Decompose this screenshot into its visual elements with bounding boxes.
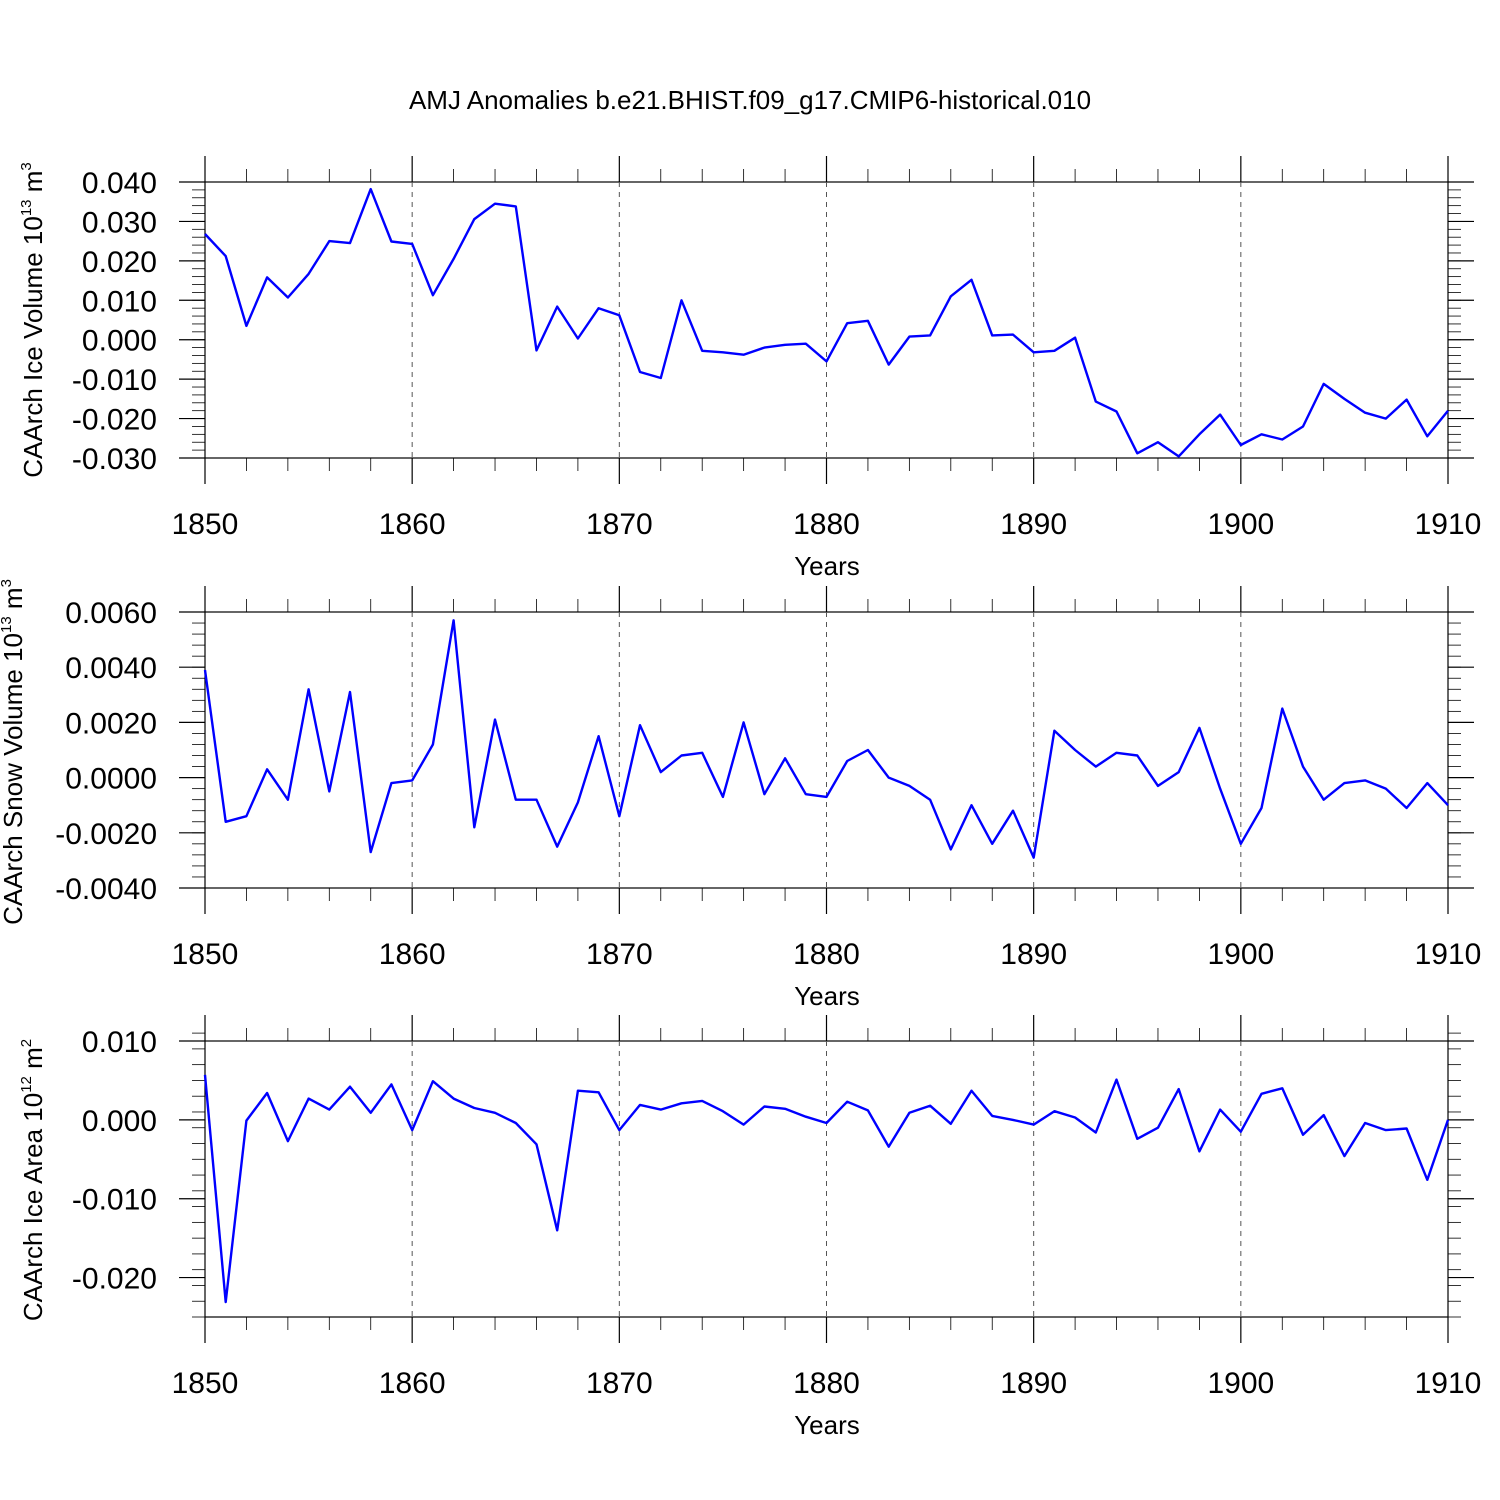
x-tick-label: 1890 [1000, 938, 1067, 971]
y-tick-label: -0.0040 [55, 873, 157, 906]
x-axis-label: Years [794, 981, 860, 1011]
snow-volume-panel: 0.0060 0.0040 0.0020 0.0000 -0.0020 -0.0040 1… [0, 579, 1481, 1011]
ice-volume-panel: 0.040 0.030 0.020 0.010 0.000 -0.010 -0.020 -0.… [18, 156, 1481, 581]
x-tick-label: 1860 [379, 938, 446, 971]
chart-title: AMJ Anomalies b.e21.BHIST.f09_g17.CMIP6-… [409, 85, 1091, 115]
axis-ticks [179, 156, 1474, 484]
x-tick-label: 1910 [1415, 1367, 1482, 1400]
y-tick-label: 0.000 [82, 325, 157, 358]
y-axis-label: CAArch Ice Area 1012 m2 [18, 1039, 48, 1321]
y-axis-label-unit: m [18, 171, 48, 200]
x-tick-label: 1890 [1000, 1367, 1067, 1400]
y-tick-label: 0.0060 [65, 597, 157, 630]
x-tick-label: 1900 [1207, 938, 1274, 971]
y-tick-label: 0.0000 [65, 763, 157, 796]
y-axis-label-text: CAArch Ice Volume 10 [18, 216, 48, 478]
y-tick-label: -0.010 [72, 364, 157, 397]
x-tick-labels: 1850 1860 1870 1880 1890 1900 1910 [172, 938, 1482, 971]
x-tick-labels: 1850 1860 1870 1880 1890 1900 1910 [172, 1367, 1482, 1400]
x-tick-labels: 1850 1860 1870 1880 1890 1900 1910 [172, 508, 1482, 541]
x-tick-label: 1860 [379, 1367, 446, 1400]
y-tick-labels: 0.010 0.000 -0.010 -0.020 [72, 1026, 157, 1296]
y-axis-label-unit-exponent: 2 [18, 1039, 35, 1047]
y-tick-label: 0.040 [82, 167, 157, 200]
y-axis-label: CAArch Snow Volume 1013 m3 [0, 579, 28, 925]
x-tick-label: 1850 [172, 1367, 239, 1400]
y-axis-label-unit: m [18, 1047, 48, 1076]
x-tick-label: 1900 [1207, 1367, 1274, 1400]
y-axis-label-unit-exponent: 3 [18, 162, 35, 170]
ice-volume-series-line [204, 187, 1449, 458]
x-tick-label: 1880 [793, 938, 860, 971]
x-tick-label: 1860 [379, 508, 446, 541]
x-tick-label: 1870 [586, 508, 653, 541]
y-tick-label: 0.010 [82, 1026, 157, 1059]
y-tick-labels: 0.040 0.030 0.020 0.010 0.000 -0.010 -0.020 -0.… [72, 167, 157, 476]
axis-ticks [179, 1015, 1474, 1343]
y-axis-label-text: CAArch Ice Area 10 [18, 1093, 48, 1321]
x-tick-label: 1900 [1207, 508, 1274, 541]
x-tick-label: 1910 [1415, 508, 1482, 541]
x-tick-label: 1910 [1415, 938, 1482, 971]
y-axis-label-exponent: 13 [0, 616, 15, 633]
y-tick-label: 0.0040 [65, 652, 157, 685]
y-tick-label: -0.020 [72, 1263, 157, 1296]
x-tick-label: 1870 [586, 938, 653, 971]
x-axis-label: Years [794, 551, 860, 581]
snow-volume-series-line [203, 619, 1449, 859]
y-tick-labels: 0.0060 0.0040 0.0020 0.0000 -0.0020 -0.0040 [55, 597, 157, 906]
x-axis-label: Years [794, 1410, 860, 1440]
y-tick-label: -0.020 [72, 404, 157, 437]
y-axis-label-unit-exponent: 3 [0, 579, 15, 587]
y-tick-label: 0.000 [82, 1105, 157, 1138]
y-axis-label-exponent: 13 [18, 199, 35, 216]
x-tick-label: 1880 [793, 1367, 860, 1400]
x-tick-label: 1870 [586, 1367, 653, 1400]
axis-ticks [179, 586, 1474, 914]
y-axis-label-unit: m [0, 587, 28, 616]
x-tick-label: 1850 [172, 508, 239, 541]
x-tick-label: 1850 [172, 938, 239, 971]
y-tick-label: 0.0020 [65, 707, 157, 740]
y-axis-label: CAArch Ice Volume 1013 m3 [18, 162, 48, 478]
x-tick-label: 1880 [793, 508, 860, 541]
y-axis-label-exponent: 12 [18, 1076, 35, 1093]
y-tick-label: -0.030 [72, 443, 157, 476]
x-tick-label: 1890 [1000, 508, 1067, 541]
y-tick-label: 0.030 [82, 206, 157, 239]
y-tick-label: -0.010 [72, 1184, 157, 1217]
y-tick-label: -0.0020 [55, 818, 157, 851]
y-axis-label-text: CAArch Snow Volume 10 [0, 633, 28, 925]
ice-area-series-line [203, 1074, 1450, 1304]
y-tick-label: 0.020 [82, 246, 157, 279]
y-tick-label: 0.010 [82, 285, 157, 318]
